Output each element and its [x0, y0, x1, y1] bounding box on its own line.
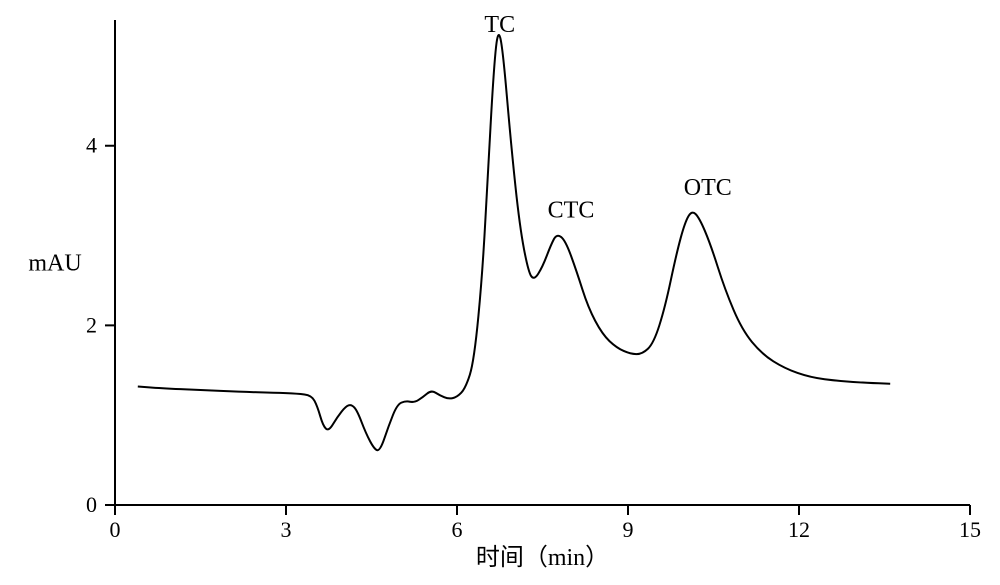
chromatogram-chart: 0 3 6 9 12 15 0 2 4 TC CTC OTC mAU 时间（min）	[0, 0, 1000, 585]
x-tick-label: 15	[959, 517, 981, 542]
x-ticks: 0 3 6 9 12 15	[110, 505, 982, 542]
x-axis-label: 时间（min）	[476, 544, 609, 571]
y-tick-label: 0	[86, 492, 97, 517]
x-tick-label: 12	[788, 517, 810, 542]
peak-labels: TC CTC OTC	[484, 12, 731, 224]
peak-label: OTC	[684, 175, 732, 201]
x-tick-label: 3	[281, 517, 292, 542]
y-axis-label: mAU	[28, 251, 81, 277]
y-ticks: 0 2 4	[86, 133, 115, 517]
chromatogram-trace	[138, 35, 890, 450]
peak-label: TC	[484, 12, 515, 38]
x-tick-label: 9	[623, 517, 634, 542]
x-tick-label: 0	[110, 517, 121, 542]
x-tick-label: 6	[452, 517, 463, 542]
peak-label: CTC	[548, 198, 595, 224]
y-tick-label: 2	[86, 312, 97, 337]
y-tick-label: 4	[86, 133, 97, 158]
